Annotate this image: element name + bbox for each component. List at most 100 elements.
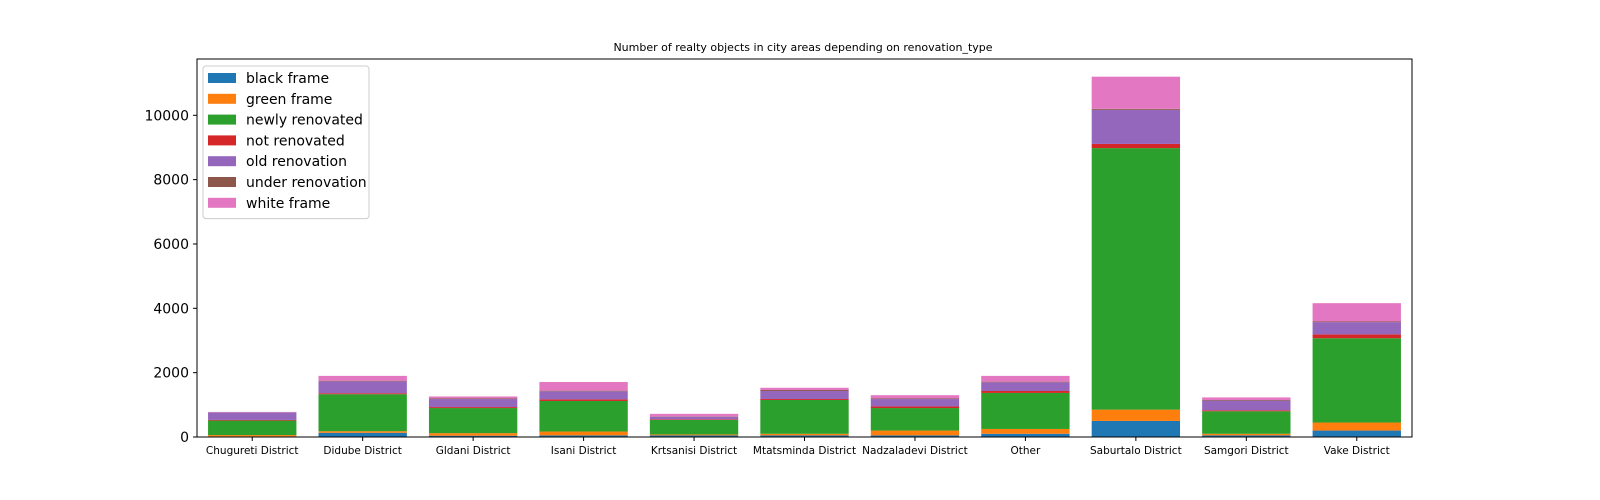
bar-segment xyxy=(981,391,1070,393)
bar-segment xyxy=(1091,409,1181,421)
bar-segment xyxy=(649,419,739,420)
bar-segment xyxy=(649,419,739,435)
bar-segment xyxy=(649,435,739,437)
y-tick-label: 10000 xyxy=(144,108,189,124)
legend-label: green frame xyxy=(246,92,332,108)
bar-segment xyxy=(870,435,960,437)
bar-segment xyxy=(870,430,960,436)
bar-segment xyxy=(760,399,849,401)
bar-segment xyxy=(318,393,407,395)
bar-segment xyxy=(539,435,628,437)
bar-segment xyxy=(870,399,960,407)
plot-frame xyxy=(196,58,1413,438)
legend-label: not renovated xyxy=(246,133,345,149)
bar-segment xyxy=(1202,435,1291,437)
bar-segment xyxy=(760,391,849,400)
bar-segment xyxy=(1202,433,1291,436)
x-tick-label: Saburtalo District xyxy=(1090,445,1182,457)
chart-title: Number of realty objects in city areas d… xyxy=(613,41,992,54)
bar-segment xyxy=(1202,397,1291,400)
bar-segment xyxy=(428,435,518,437)
bar-segment xyxy=(1312,430,1401,437)
bar-segment xyxy=(1091,420,1181,437)
legend-label: under renovation xyxy=(246,175,367,191)
bar-segment xyxy=(539,391,628,400)
bar-segment xyxy=(981,428,1070,434)
x-tick-label: Mtatsminda District xyxy=(753,445,856,457)
bar-segment xyxy=(428,398,518,400)
legend-swatch xyxy=(208,73,236,83)
x-tick-label: Chugureti District xyxy=(206,445,299,457)
legend-label: newly renovated xyxy=(246,113,363,129)
bar-segment xyxy=(1202,411,1291,434)
bar-segment xyxy=(981,381,1070,383)
bar-segment xyxy=(649,413,739,417)
bar-segment xyxy=(318,375,407,381)
legend-swatch xyxy=(208,197,236,208)
bar-segment xyxy=(870,395,960,399)
bar-segment xyxy=(760,390,849,391)
bar-segment xyxy=(649,416,739,420)
bar-segment xyxy=(318,380,407,382)
bar-segment xyxy=(981,433,1070,437)
bar-segment xyxy=(981,392,1070,429)
bar-segment xyxy=(870,398,960,400)
bar-segment xyxy=(428,399,518,408)
bar-segment xyxy=(318,381,407,394)
x-tick-label: Didube District xyxy=(323,445,402,457)
x-tick-label: Samgori District xyxy=(1204,445,1289,457)
bar-segment xyxy=(1091,108,1181,110)
bar-segment xyxy=(1312,322,1401,335)
bar-segment xyxy=(870,408,960,431)
legend-swatch xyxy=(208,177,236,187)
bar-segment xyxy=(318,394,407,432)
legend-box xyxy=(202,65,370,220)
bars-layer xyxy=(208,76,1401,437)
y-tick-label: 8000 xyxy=(153,173,189,189)
bar-segment xyxy=(428,433,518,436)
bar-segment xyxy=(1091,143,1181,149)
bar-segment xyxy=(318,432,407,437)
y-axis: 0 2000 4000 6000 8000 10000 xyxy=(144,108,197,446)
x-tick-label: Gldani District xyxy=(436,445,511,457)
bar-segment xyxy=(1091,148,1181,410)
x-tick-label: Isani District xyxy=(551,445,617,457)
legend-swatch xyxy=(208,156,236,167)
bar-segment xyxy=(428,407,518,409)
legend-swatch xyxy=(208,114,236,125)
bar-segment xyxy=(428,396,518,399)
y-tick-label: 6000 xyxy=(153,237,189,253)
bar-segment xyxy=(1312,422,1401,431)
y-tick-label: 4000 xyxy=(153,301,189,317)
x-tick-label: Krtsanisi District xyxy=(651,445,737,457)
bar-segment xyxy=(208,419,297,421)
x-tick-label: Vake District xyxy=(1324,445,1390,457)
bar-segment xyxy=(539,400,628,432)
bar-segment xyxy=(649,434,739,436)
x-axis: Chugureti District Didube District Gldani … xyxy=(206,437,1390,457)
bar-segment xyxy=(1312,303,1401,322)
bar-segment xyxy=(1202,400,1291,401)
legend-swatch xyxy=(208,135,236,146)
x-tick-label: Other xyxy=(1010,445,1040,457)
bar-segment xyxy=(1091,109,1181,144)
bar-segment xyxy=(208,435,297,437)
bar-segment xyxy=(1202,400,1291,411)
bar-segment xyxy=(981,375,1070,382)
bar-segment xyxy=(208,420,297,436)
bar-segment xyxy=(1312,321,1401,323)
bar-segment xyxy=(760,433,849,436)
legend-label: white frame xyxy=(246,196,330,212)
x-tick-label: Nadzaladevi District xyxy=(862,445,968,457)
bar-segment xyxy=(1202,410,1291,412)
legend-label: black frame xyxy=(246,71,329,87)
bar-segment xyxy=(539,431,628,436)
bar-segment xyxy=(981,382,1070,391)
bar-segment xyxy=(539,390,628,392)
bar-segment xyxy=(428,408,518,434)
bar-segment xyxy=(208,412,297,420)
legend-label: old renovation xyxy=(246,154,347,170)
bar-segment xyxy=(870,406,960,409)
y-tick-label: 0 xyxy=(180,430,189,446)
